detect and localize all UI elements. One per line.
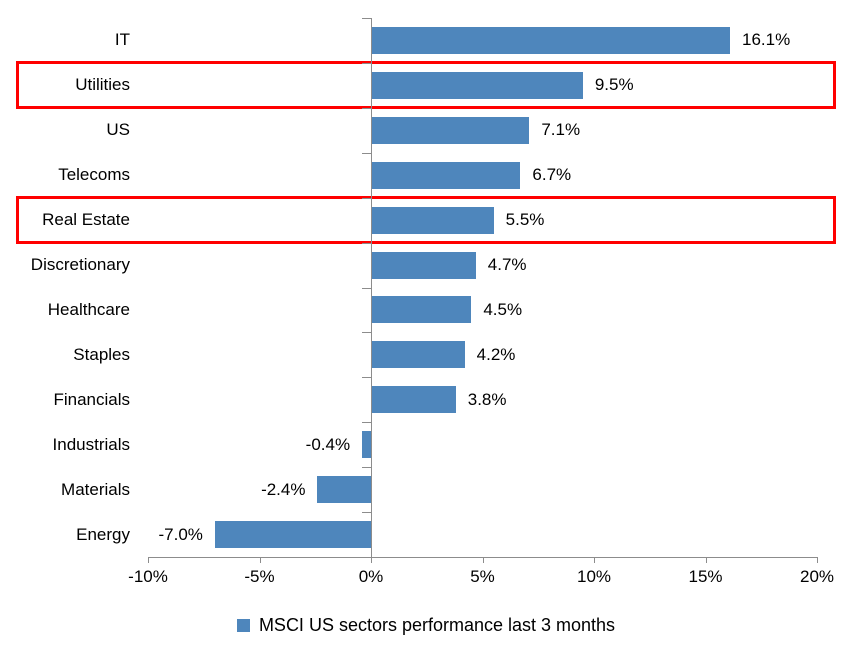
- x-axis-tick: [148, 557, 149, 563]
- legend-swatch-icon: [236, 618, 250, 632]
- x-tick-label: 10%: [576, 567, 612, 586]
- x-tick-label: 20%: [799, 567, 835, 586]
- x-axis-tick: [705, 557, 707, 563]
- chart-row: Staples 4.2%: [0, 332, 852, 377]
- x-tick-label: 15%: [688, 567, 723, 586]
- value-label: 16.1%: [742, 30, 791, 50]
- bar: [371, 116, 530, 144]
- chart-row: IT 16.1%: [0, 18, 852, 63]
- bar: [317, 476, 371, 504]
- category-axis-tick: [362, 197, 371, 199]
- value-label: 3.8%: [467, 389, 507, 409]
- bar: [371, 26, 731, 54]
- highlight-box: [16, 60, 836, 109]
- value-label: 6.7%: [532, 165, 572, 185]
- chart-row: US 7.1%: [0, 108, 852, 153]
- x-tick-label: 5%: [470, 567, 495, 586]
- chart-row: Energy -7.0%: [0, 512, 852, 557]
- category-axis-tick: [362, 242, 371, 244]
- bar: [371, 71, 583, 99]
- chart-row: Materials -2.4%: [0, 467, 852, 512]
- legend-label: MSCI US sectors performance last 3 month…: [258, 614, 616, 635]
- x-tick-label: -5%: [244, 567, 275, 586]
- bar: [371, 161, 521, 189]
- value-label: 9.5%: [594, 75, 634, 95]
- value-label: 4.5%: [483, 299, 523, 319]
- bar: [371, 206, 494, 234]
- chart-row: Discretionary 4.7%: [0, 243, 852, 288]
- x-axis-tick: [594, 557, 595, 563]
- x-axis-tick: [371, 557, 372, 563]
- category-axis-tick: [362, 377, 371, 379]
- legend: MSCI US sectors performance last 3 month…: [0, 610, 852, 640]
- chart-row: Industrials -0.4%: [0, 422, 852, 467]
- category-label: Industrials: [52, 434, 130, 454]
- category-label: Staples: [73, 344, 130, 364]
- category-axis-tick: [362, 512, 371, 514]
- value-label: 7.1%: [541, 120, 581, 140]
- category-axis-tick: [362, 18, 371, 19]
- x-axis-tick: [817, 557, 818, 563]
- x-tick-label: 0%: [358, 567, 384, 586]
- bar: [214, 521, 371, 549]
- category-label: Energy: [76, 524, 130, 544]
- bar: [371, 341, 465, 369]
- bar: [371, 296, 472, 324]
- category-axis-tick: [362, 422, 371, 424]
- value-label: 5.5%: [505, 210, 545, 230]
- category-axis-tick: [362, 62, 371, 64]
- highlight-box: [16, 195, 836, 244]
- chart-row: Utilities 9.5%: [0, 63, 852, 108]
- chart-row: Real Estate 5.5%: [0, 198, 852, 243]
- chart-row: Healthcare 4.5%: [0, 288, 852, 333]
- category-label: Utilities: [75, 75, 130, 95]
- category-axis-tick: [362, 287, 371, 289]
- category-label: US: [106, 120, 130, 140]
- category-label: IT: [114, 30, 130, 50]
- zero-axis-line: [371, 18, 372, 563]
- category-axis-tick: [362, 107, 371, 109]
- category-axis-tick: [362, 332, 371, 334]
- value-label: -2.4%: [261, 479, 306, 499]
- value-label: 4.2%: [476, 344, 516, 364]
- chart-row: Telecoms 6.7%: [0, 153, 852, 198]
- category-label: Financials: [53, 389, 130, 409]
- category-label: Real Estate: [42, 210, 130, 230]
- x-tick-label: -10%: [128, 567, 168, 586]
- x-axis-tick: [259, 557, 261, 563]
- chart-row: Financials 3.8%: [0, 377, 852, 422]
- category-label: Discretionary: [30, 255, 130, 275]
- bar: [371, 386, 456, 414]
- category-label: Materials: [61, 479, 130, 499]
- value-label: -0.4%: [305, 434, 351, 454]
- category-label: Healthcare: [47, 299, 130, 319]
- category-axis-tick: [362, 467, 371, 469]
- category-axis-tick: [362, 152, 371, 154]
- bar: [371, 251, 476, 279]
- value-label: 4.7%: [487, 255, 527, 275]
- bar: [362, 431, 371, 459]
- x-axis-tick: [482, 557, 484, 563]
- category-label: Telecoms: [58, 165, 130, 185]
- value-label: -7.0%: [158, 524, 203, 544]
